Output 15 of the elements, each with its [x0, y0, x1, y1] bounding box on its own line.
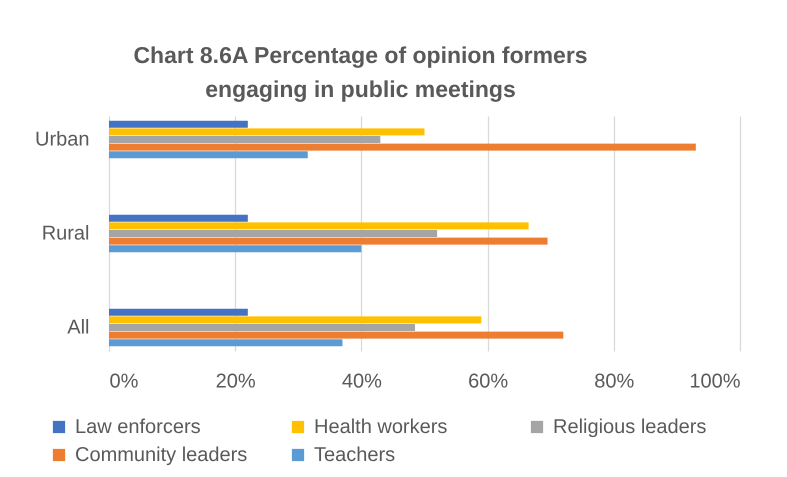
y-tick-label: Urban — [35, 128, 90, 150]
legend-label: Teachers — [314, 444, 396, 466]
y-tick-label: All — [67, 316, 90, 338]
legend-label: Law enforcers — [75, 416, 201, 438]
chart-title: Chart 8.6A Percentage of opinion formers engaging in public meetings — [133, 42, 588, 102]
x-tick-label: 20% — [216, 370, 256, 392]
x-tick-label: 0% — [110, 370, 139, 392]
legend-label: Religious leaders — [553, 416, 706, 438]
x-tick-label: 40% — [342, 370, 382, 392]
y-tick-label: Rural — [42, 222, 90, 244]
legend-label: Community leaders — [75, 444, 248, 466]
legend-label: Health workers — [314, 416, 448, 438]
x-tick-label: 100% — [689, 370, 741, 392]
x-tick-label: 60% — [468, 370, 508, 392]
x-tick-label: 80% — [594, 370, 635, 392]
